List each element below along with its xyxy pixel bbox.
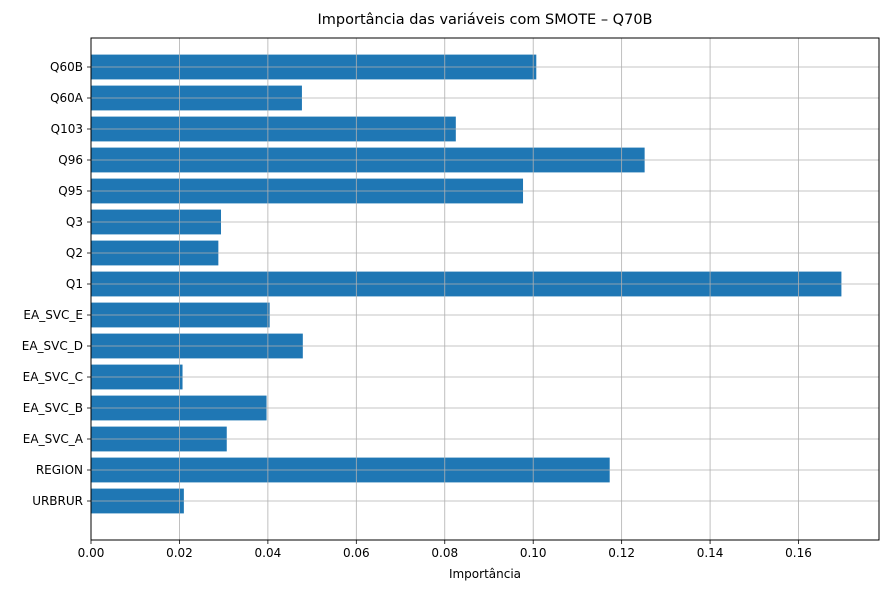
- y-tick-label: Q96: [58, 153, 83, 167]
- y-tick-label: EA_SVC_E: [23, 308, 83, 322]
- y-tick-label: URBRUR: [32, 494, 83, 508]
- x-tick-label: 0.00: [78, 546, 105, 560]
- x-tick-label: 0.16: [785, 546, 812, 560]
- x-tick-label: 0.12: [608, 546, 635, 560]
- y-tick-label: Q95: [58, 184, 83, 198]
- y-tick-label: Q2: [66, 246, 83, 260]
- y-tick-labels: URBRUR REGION EA_SVC_A EA_SVC_B EA_SVC_C EA_S…: [22, 60, 91, 508]
- x-tick-label: 0.14: [697, 546, 724, 560]
- y-tick-label: EA_SVC_C: [23, 370, 83, 384]
- y-tick-label: EA_SVC_A: [23, 432, 84, 446]
- x-tick-label: 0.10: [520, 546, 547, 560]
- x-tick-label: 0.06: [343, 546, 370, 560]
- plot-frame: [90, 37, 880, 541]
- y-tick-label: Q103: [51, 122, 83, 136]
- y-tick-label: EA_SVC_D: [22, 339, 83, 353]
- x-axis-label: Importância: [449, 567, 521, 581]
- x-tick-labels: 0.00 0.02 0.04 0.06 0.08 0.10 0.12 0.14 0.16: [78, 540, 812, 560]
- x-tick-label: 0.04: [255, 546, 282, 560]
- y-tick-label: Q60A: [50, 91, 84, 105]
- grid: [90, 38, 879, 540]
- chart-title: Importância das variáveis com SMOTE – Q7…: [318, 12, 653, 28]
- x-tick-label: 0.02: [166, 546, 193, 560]
- y-tick-label: REGION: [36, 463, 83, 477]
- y-tick-label: Q60B: [50, 60, 83, 74]
- y-tick-label: Q3: [66, 215, 83, 229]
- y-tick-label: EA_SVC_B: [23, 401, 83, 415]
- y-tick-label: Q1: [66, 277, 83, 291]
- x-tick-label: 0.08: [431, 546, 458, 560]
